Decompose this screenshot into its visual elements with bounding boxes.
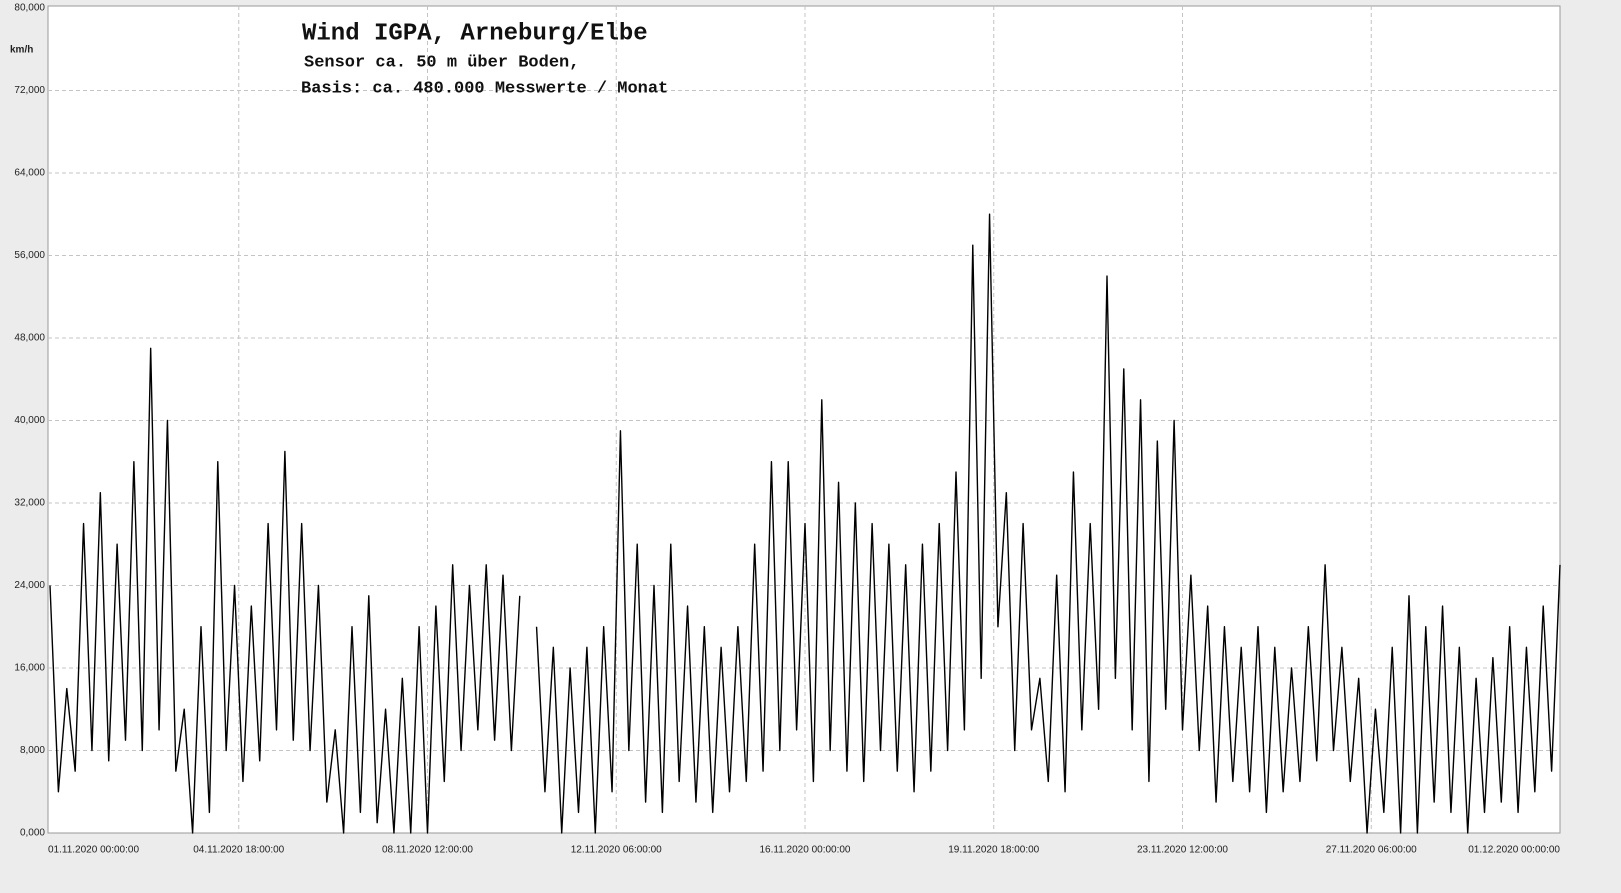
- x-tick-label: 12.11.2020 06:00:00: [571, 845, 662, 856]
- y-tick-label: 40,000: [14, 415, 45, 426]
- chart-title: Wind IGPA, Arneburg/Elbe: [302, 20, 648, 47]
- x-tick-label: 19.11.2020 18:00:00: [948, 845, 1039, 856]
- y-tick-label: 16,000: [14, 663, 45, 674]
- x-tick-label: 23.11.2020 12:00:00: [1137, 845, 1228, 856]
- x-tick-label: 16.11.2020 00:00:00: [759, 845, 850, 856]
- y-tick-label: 56,000: [14, 250, 45, 261]
- lines: [49, 213, 1561, 834]
- x-tick-label: 04.11.2020 18:00:00: [193, 845, 284, 856]
- y-tick-label: 64,000: [14, 168, 45, 179]
- chart-subtitle: Sensor ca. 50 m über Boden,: [304, 53, 579, 72]
- series-line: [49, 347, 521, 834]
- x-tick-label: 08.11.2020 12:00:00: [382, 845, 473, 856]
- chart-subtitle: Basis: ca. 480.000 Messwerte / Monat: [301, 79, 668, 98]
- y-tick-label: 72,000: [14, 85, 45, 96]
- x-tick-label: 01.12.2020 00:00:00: [1468, 845, 1560, 856]
- y-tick-label: 48,000: [14, 333, 45, 344]
- plot-area: [47, 5, 1561, 834]
- y-tick-label: 8,000: [20, 745, 45, 756]
- y-axis-label: km/h: [10, 45, 33, 56]
- y-tick-label: 0,000: [20, 828, 45, 839]
- y-tick-label: 32,000: [14, 498, 45, 509]
- y-tick-label: 24,000: [14, 580, 45, 591]
- y-tick-label: 80,000: [14, 3, 45, 14]
- labels: 0,000 8,000 16,000 24,000 32,000 40,000 48,000…: [14, 3, 1560, 856]
- series-line: [535, 213, 1561, 834]
- x-tick-label: 27.11.2020 06:00:00: [1326, 845, 1417, 856]
- x-tick-label: 01.11.2020 00:00:00: [48, 845, 139, 856]
